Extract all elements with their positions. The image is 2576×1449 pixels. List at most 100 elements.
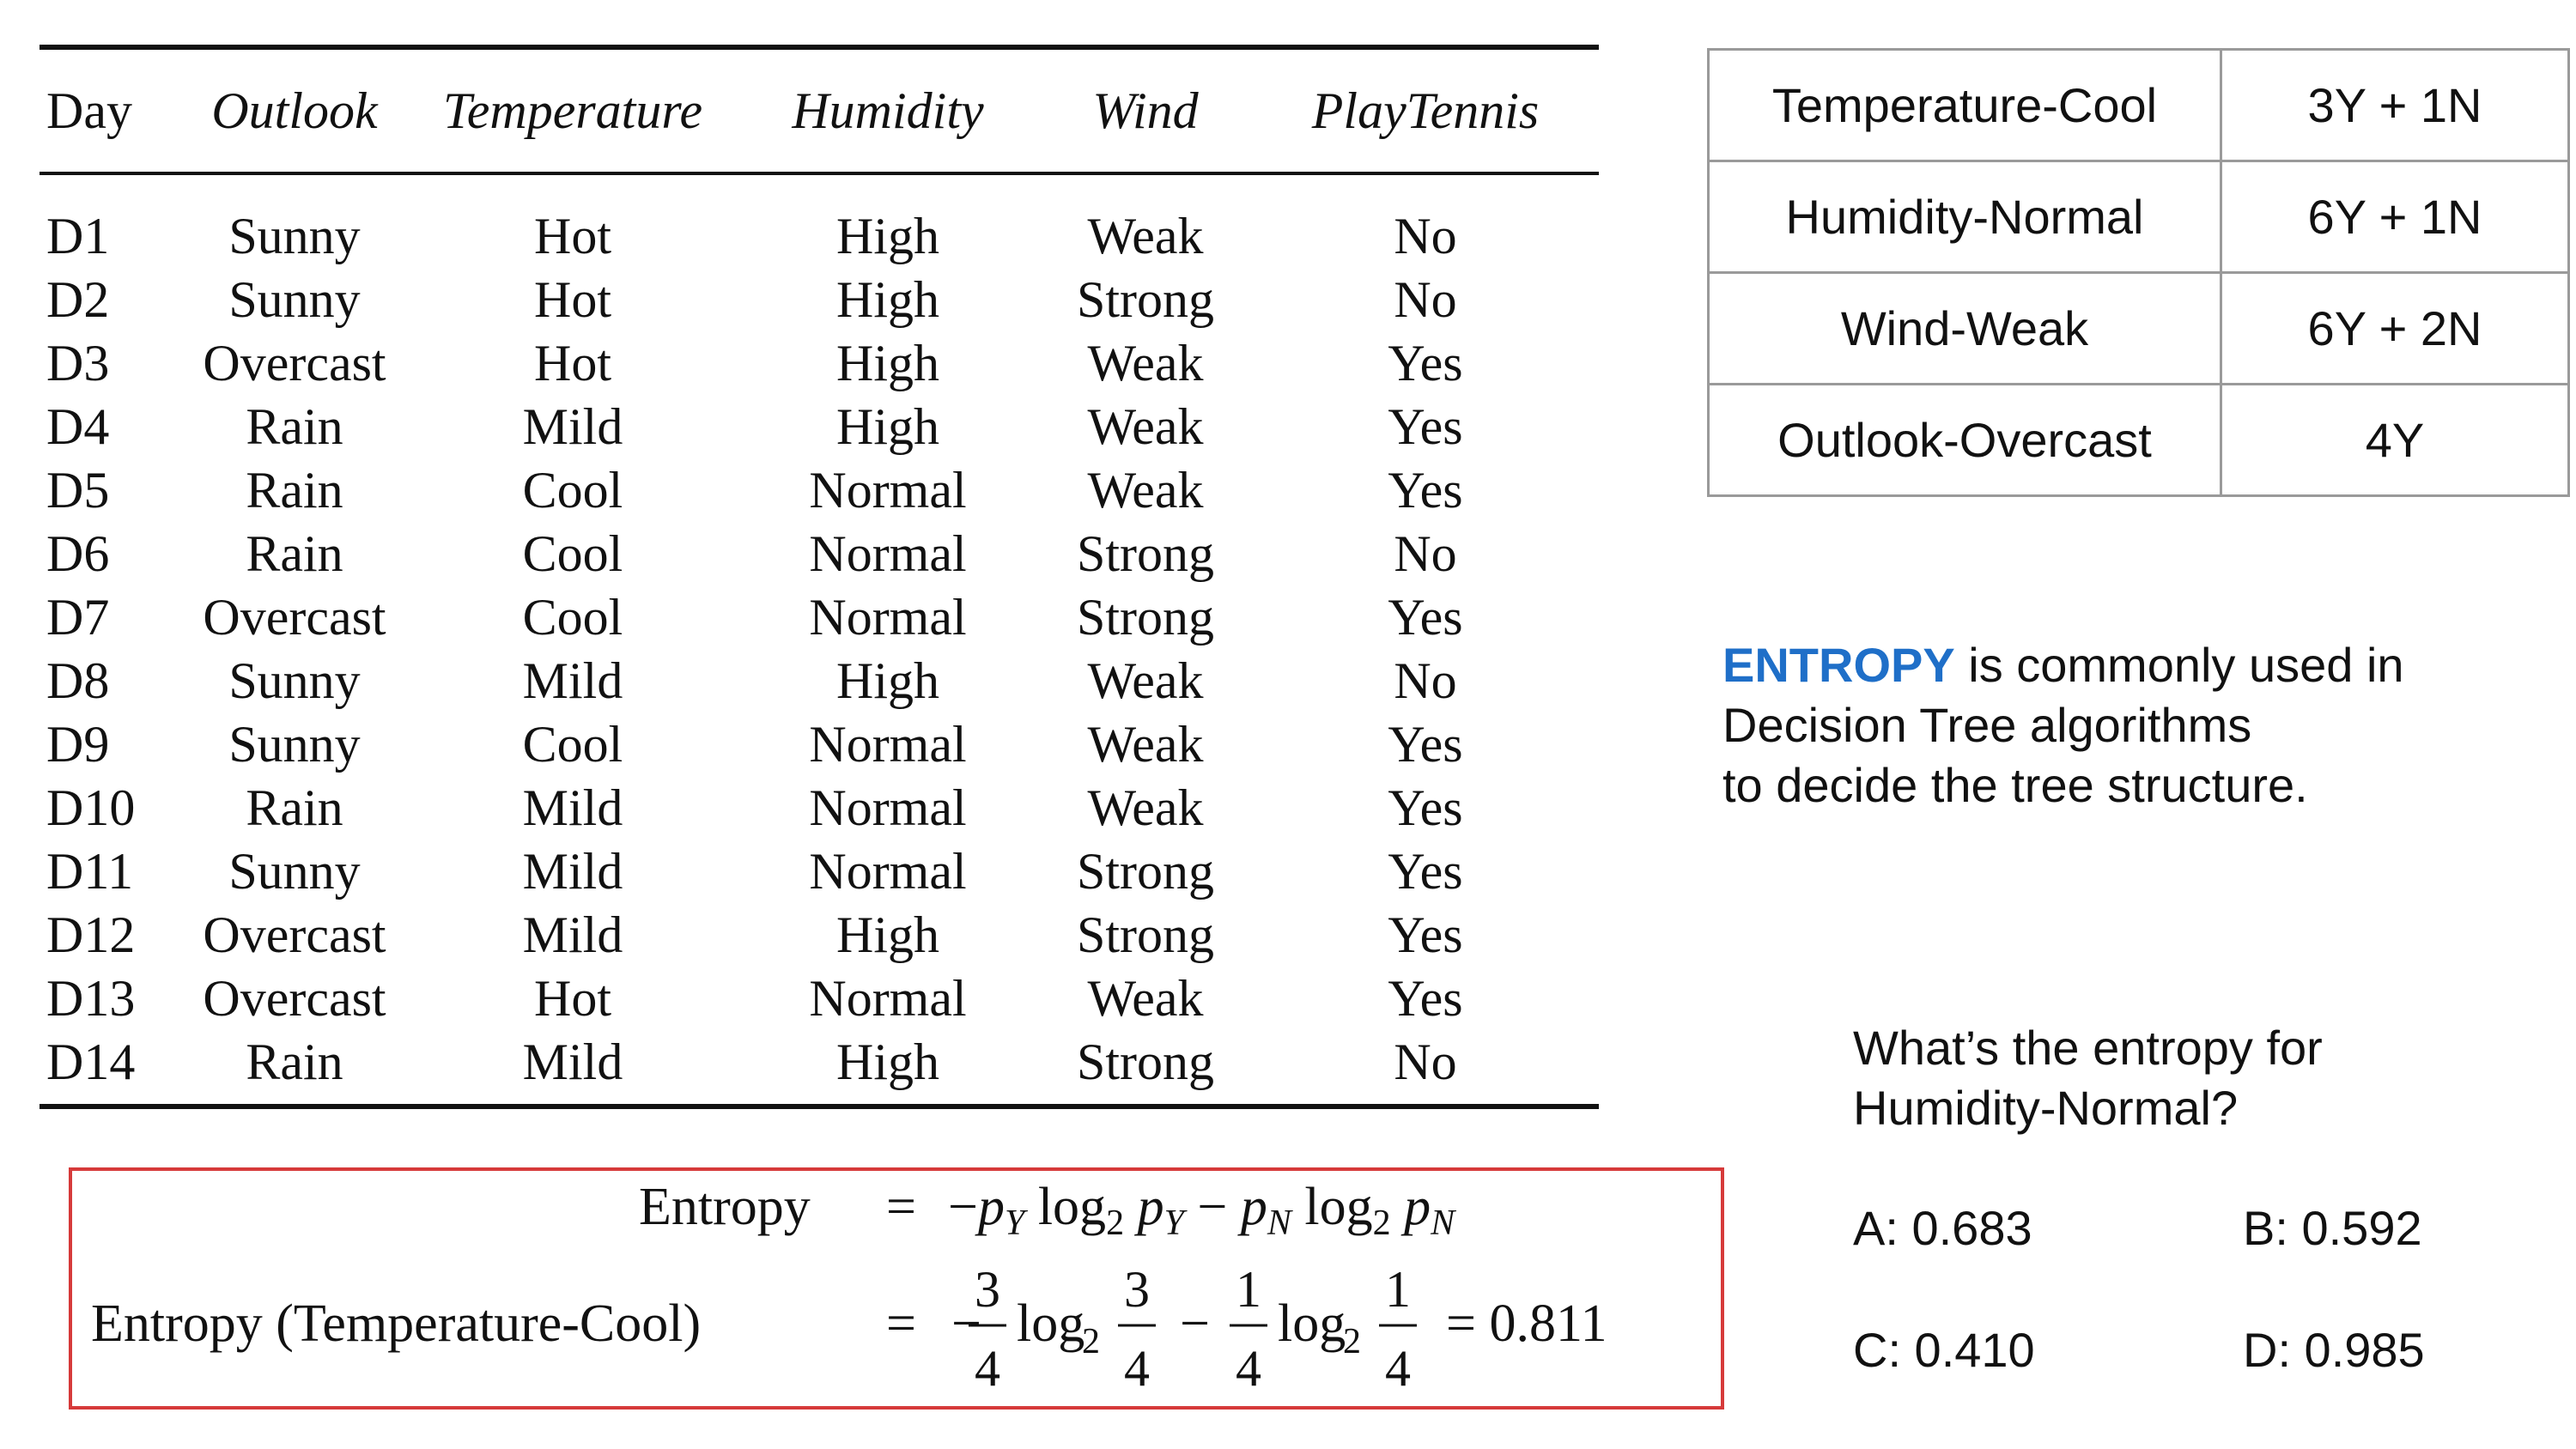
cell-humidity: Normal (809, 779, 967, 836)
cell-humidity: High (836, 335, 939, 391)
cell-wind: Weak (1087, 716, 1204, 773)
table-row: D4 Rain Mild High Weak Yes (39, 395, 1599, 458)
entropy-description: ENTROPY is commonly used in Decision Tre… (1722, 635, 2404, 815)
table-row: D6 Rain Cool Normal Strong No (39, 522, 1599, 585)
cell-wind: Strong (1076, 271, 1215, 328)
summary-attribute: Outlook-Overcast (1707, 383, 2222, 497)
cell-temperature: Mild (522, 1034, 623, 1090)
cell-day: D5 (46, 462, 110, 518)
header-outlook: Outlook (211, 82, 378, 139)
formula-log-1: log (1017, 1294, 1084, 1353)
play-tennis-table: Day Outlook Temperature Humidity Wind Pl… (39, 45, 1599, 1109)
table-row: D5 Rain Cool Normal Weak Yes (39, 458, 1599, 522)
table-top-rule (39, 45, 1599, 50)
table-row: D14 Rain Mild High Strong No (39, 1030, 1599, 1094)
entropy-description-line-2: Decision Tree algorithms (1722, 698, 2252, 752)
cell-playtennis: Yes (1388, 462, 1463, 518)
cell-day: D4 (46, 398, 110, 455)
cell-playtennis: No (1394, 208, 1457, 264)
cell-playtennis: No (1394, 525, 1457, 582)
cell-wind: Weak (1087, 779, 1204, 836)
cell-day: D6 (46, 525, 110, 582)
cell-day: D3 (46, 335, 110, 391)
table-row: D7 Overcast Cool Normal Strong Yes (39, 585, 1599, 649)
header-humidity: Humidity (792, 82, 984, 139)
summary-count: 6Y + 1N (2220, 160, 2570, 274)
answer-option-b[interactable]: B: 0.592 (2243, 1201, 2422, 1255)
cell-wind: Weak (1087, 652, 1204, 709)
table-row: D10 Rain Mild Normal Weak Yes (39, 776, 1599, 840)
frac3-denominator: 4 (1236, 1340, 1261, 1397)
cell-temperature: Mild (522, 398, 623, 455)
table-body: D1 Sunny Hot High Weak No D2 Sunny Hot High Strong… (39, 175, 1599, 1094)
cell-outlook: Sunny (228, 208, 361, 264)
cell-humidity: High (836, 271, 939, 328)
question-line-1: What’s the entropy for (1853, 1021, 2323, 1075)
cell-outlook: Overcast (203, 970, 386, 1027)
cell-wind: Strong (1076, 525, 1215, 582)
summary-row: Humidity-Normal 6Y + 1N (1707, 160, 2570, 274)
formula-result: = 0.811 (1446, 1294, 1607, 1353)
cell-outlook: Overcast (203, 589, 386, 646)
answer-option-d[interactable]: D: 0.985 (2243, 1323, 2425, 1377)
frac2-numerator: 3 (1124, 1261, 1150, 1318)
cell-day: D13 (46, 970, 136, 1027)
entropy-description-line-1-rest: is commonly used in (1954, 638, 2404, 692)
cell-humidity: Normal (809, 462, 967, 518)
cell-outlook: Sunny (228, 271, 361, 328)
cell-playtennis: Yes (1388, 843, 1463, 900)
table-header-rule (39, 172, 1599, 175)
cell-temperature: Hot (534, 208, 611, 264)
cell-playtennis: Yes (1388, 906, 1463, 963)
cell-day: D7 (46, 589, 110, 646)
cell-wind: Strong (1076, 843, 1215, 900)
cell-humidity: High (836, 1034, 939, 1090)
formula-equals-2: = (886, 1294, 916, 1353)
cell-wind: Strong (1076, 906, 1215, 963)
table-bottom-rule (39, 1104, 1599, 1109)
cell-day: D12 (46, 906, 136, 963)
cell-playtennis: No (1394, 652, 1457, 709)
table-row: D1 Sunny Hot High Weak No (39, 204, 1599, 268)
cell-temperature: Cool (522, 462, 623, 518)
answer-option-c[interactable]: C: 0.410 (1853, 1323, 2035, 1377)
cell-humidity: Normal (809, 589, 967, 646)
frac4-denominator: 4 (1385, 1340, 1411, 1397)
summary-row: Outlook-Overcast 4Y (1707, 383, 2570, 497)
table-header-row: Day Outlook Temperature Humidity Wind Pl… (39, 50, 1599, 172)
quiz-question: What’s the entropy for Humidity-Normal? (1853, 1018, 2323, 1138)
cell-wind: Weak (1087, 462, 1204, 518)
cell-temperature: Cool (522, 589, 623, 646)
table-row: D3 Overcast Hot High Weak Yes (39, 331, 1599, 395)
cell-outlook: Sunny (228, 716, 361, 773)
formula-entropy-label: Entropy (639, 1178, 811, 1236)
cell-wind: Weak (1087, 970, 1204, 1027)
cell-wind: Strong (1076, 1034, 1215, 1090)
table-row: D2 Sunny Hot High Strong No (39, 268, 1599, 331)
summary-count: 4Y (2220, 383, 2570, 497)
cell-outlook: Overcast (203, 335, 386, 391)
cell-outlook: Sunny (228, 652, 361, 709)
table-row: D13 Overcast Hot Normal Weak Yes (39, 967, 1599, 1030)
header-playtennis: PlayTennis (1311, 82, 1540, 139)
header-temperature: Temperature (442, 82, 703, 139)
cell-outlook: Rain (246, 398, 343, 455)
cell-day: D11 (46, 843, 134, 900)
frac1-numerator: 3 (975, 1261, 1000, 1318)
cell-humidity: Normal (809, 843, 967, 900)
entropy-formula: Entropy = −pY log2 pY − pN log2 pN Entro… (91, 1178, 1607, 1397)
formula-temperature-cool-label: Entropy (Temperature-Cool) (91, 1294, 701, 1353)
formula-log-2-base: 2 (1343, 1322, 1361, 1361)
cell-humidity: Normal (809, 716, 967, 773)
cell-outlook: Rain (246, 779, 343, 836)
summary-attribute: Humidity-Normal (1707, 160, 2222, 274)
answer-option-a[interactable]: A: 0.683 (1853, 1201, 2032, 1255)
cell-playtennis: Yes (1388, 335, 1463, 391)
cell-outlook: Sunny (228, 843, 361, 900)
table-row: D9 Sunny Cool Normal Weak Yes (39, 712, 1599, 776)
question-line-2: Humidity-Normal? (1853, 1081, 2239, 1135)
formula-minus-1: − (951, 1294, 981, 1353)
frac3-numerator: 1 (1236, 1261, 1261, 1318)
cell-wind: Weak (1087, 398, 1204, 455)
formula-general-rhs: −pY log2 pY − pN log2 pN (948, 1178, 1456, 1243)
